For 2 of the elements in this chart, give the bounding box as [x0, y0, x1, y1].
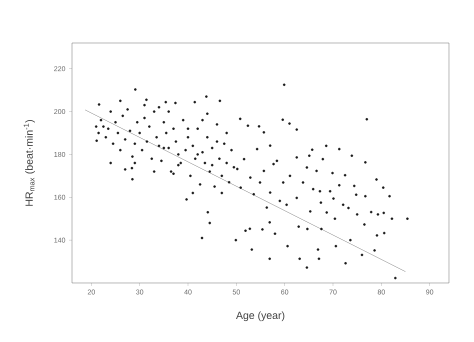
- x-axis-title: Age (year): [236, 311, 284, 322]
- y-axis-title: HR$_{max}$ (beat·min$^{-1}$): [24, 120, 35, 206]
